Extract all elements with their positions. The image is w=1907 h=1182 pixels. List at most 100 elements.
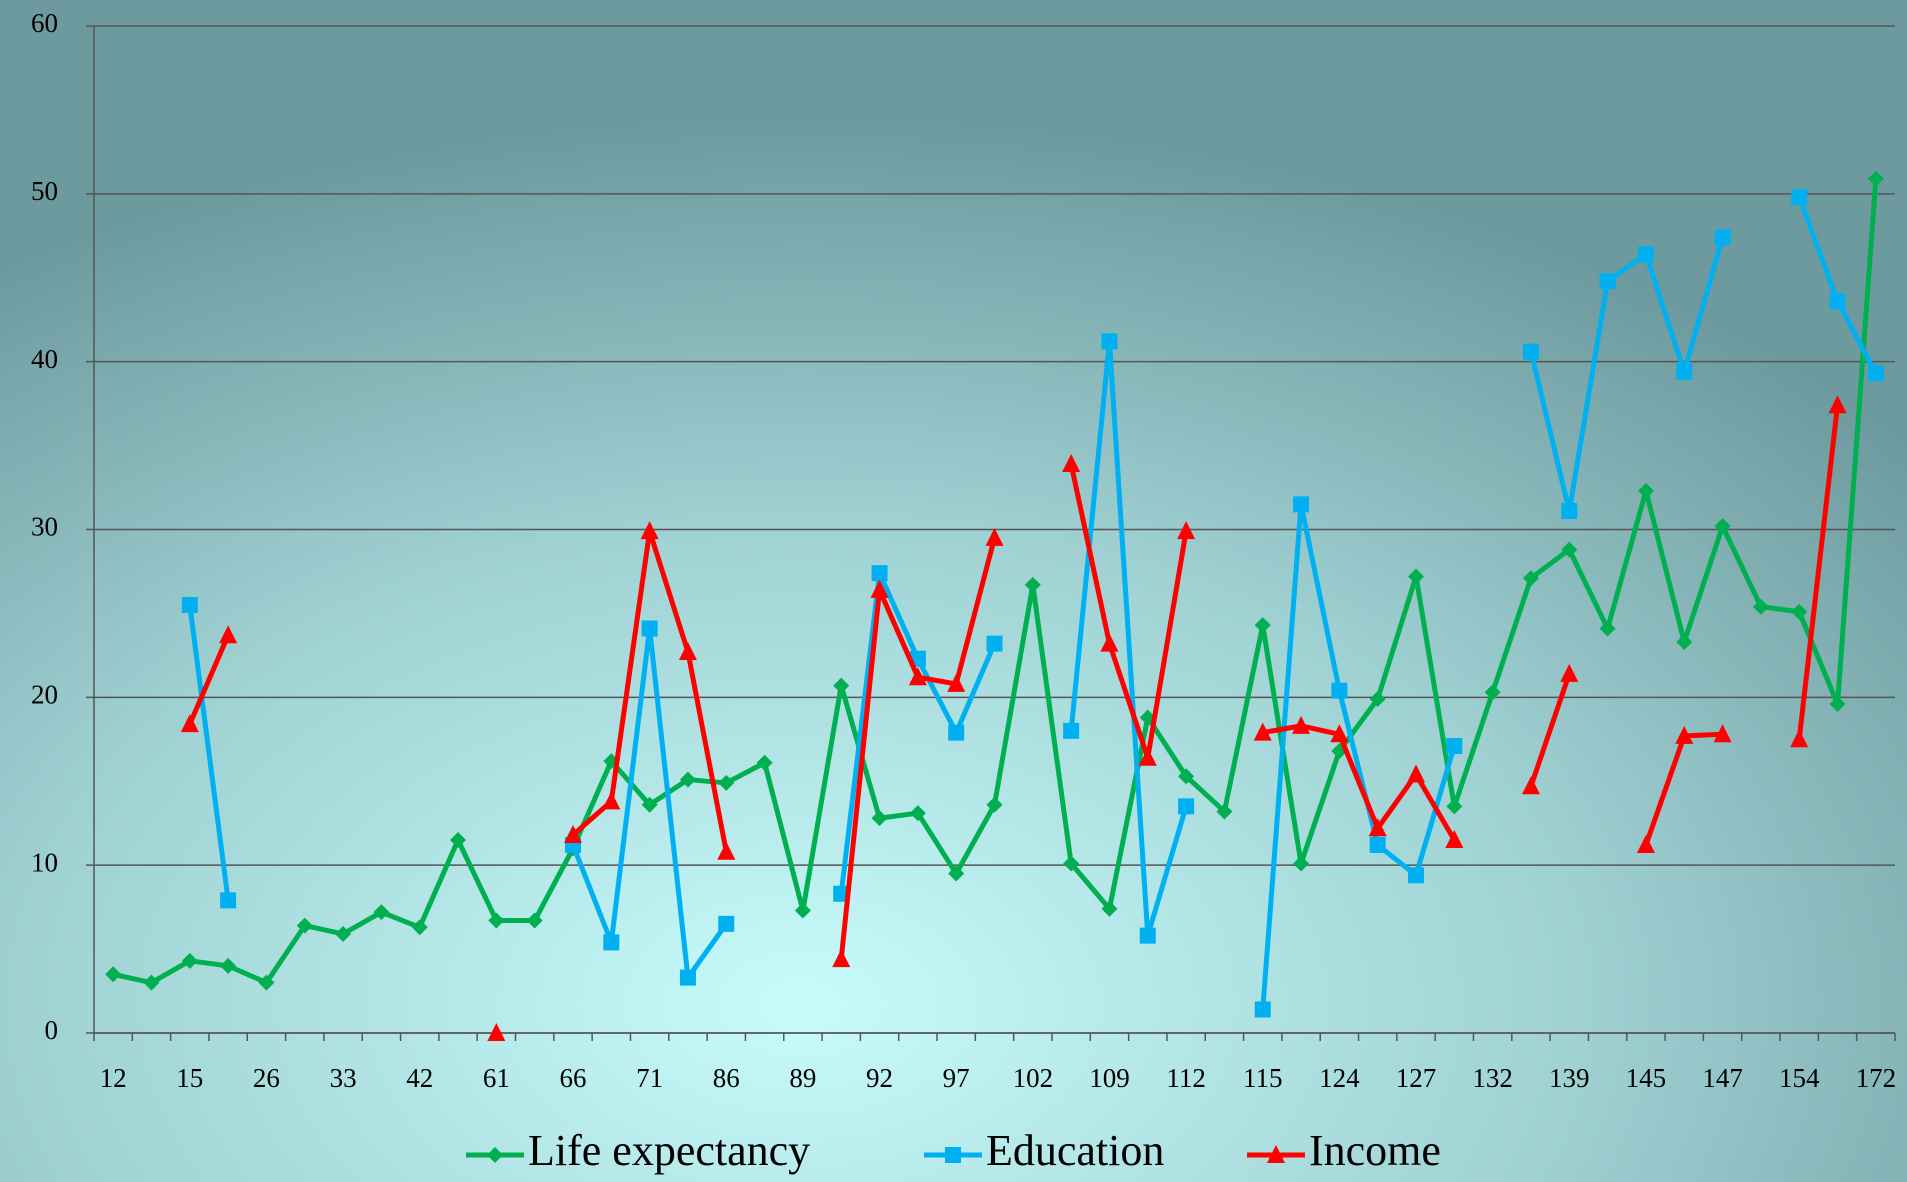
legend-marker xyxy=(1267,1145,1285,1163)
data-point xyxy=(373,904,390,921)
data-point xyxy=(1676,633,1693,650)
x-tick-label: 33 xyxy=(330,1063,357,1093)
data-point xyxy=(602,791,621,810)
data-point xyxy=(1561,541,1578,558)
data-point xyxy=(487,1023,506,1041)
data-point xyxy=(335,925,352,942)
data-point xyxy=(526,912,543,929)
data-point xyxy=(143,974,160,991)
data-point xyxy=(411,919,428,936)
y-tick-label: 50 xyxy=(31,176,58,206)
data-point xyxy=(833,677,850,694)
x-tick-label: 147 xyxy=(1702,1063,1743,1093)
x-tick-label: 139 xyxy=(1549,1063,1590,1093)
data-point xyxy=(756,754,773,771)
data-point xyxy=(1637,246,1654,263)
data-point xyxy=(718,774,735,791)
data-point xyxy=(718,915,735,932)
data-point xyxy=(1445,829,1464,848)
legend-label: Life expectancy xyxy=(528,1126,810,1175)
data-point xyxy=(1178,768,1195,785)
x-tick-label: 42 xyxy=(406,1063,433,1093)
data-point xyxy=(603,934,620,951)
x-tick-label: 26 xyxy=(253,1063,280,1093)
data-point xyxy=(1522,343,1539,360)
data-point xyxy=(219,625,238,644)
legend-label: Education xyxy=(986,1126,1164,1175)
x-tick-label: 102 xyxy=(1013,1063,1054,1093)
data-point xyxy=(1062,454,1081,473)
x-tick-label: 132 xyxy=(1472,1063,1513,1093)
data-point xyxy=(563,824,582,843)
legend-label: Income xyxy=(1309,1126,1441,1175)
data-point xyxy=(641,796,658,813)
data-point xyxy=(180,714,199,733)
data-point xyxy=(1636,835,1655,854)
data-point xyxy=(220,957,237,974)
data-point xyxy=(1829,696,1846,713)
data-point xyxy=(947,673,966,692)
data-point xyxy=(986,635,1003,652)
x-tick-label: 112 xyxy=(1166,1063,1206,1093)
data-point xyxy=(1408,568,1425,585)
data-point xyxy=(948,724,965,741)
data-point xyxy=(1521,776,1540,795)
data-point xyxy=(678,642,697,661)
data-point xyxy=(1867,365,1884,382)
data-point xyxy=(1446,738,1463,755)
data-point xyxy=(1484,684,1501,701)
data-point xyxy=(871,565,888,582)
data-point xyxy=(1867,170,1884,187)
data-point xyxy=(1408,867,1425,884)
data-point xyxy=(1752,598,1769,615)
data-point xyxy=(1139,927,1156,944)
x-tick-label: 92 xyxy=(866,1063,893,1093)
data-point xyxy=(1100,633,1119,652)
x-tick-label: 66 xyxy=(559,1063,586,1093)
data-point xyxy=(1368,818,1387,837)
data-point xyxy=(794,902,811,919)
data-point xyxy=(1714,229,1731,246)
data-point xyxy=(1178,798,1195,815)
x-tick-label: 12 xyxy=(100,1063,127,1093)
x-tick-label: 15 xyxy=(176,1063,203,1093)
data-point xyxy=(640,521,659,540)
data-point xyxy=(105,966,122,983)
data-point xyxy=(1713,724,1732,743)
data-point xyxy=(1714,518,1731,535)
x-tick-label: 97 xyxy=(943,1063,970,1093)
data-point xyxy=(871,810,888,827)
data-point xyxy=(1330,724,1349,743)
x-tick-label: 172 xyxy=(1856,1063,1897,1093)
data-point xyxy=(909,805,926,822)
data-point xyxy=(1292,715,1311,734)
data-point xyxy=(1024,576,1041,593)
data-point xyxy=(1063,855,1080,872)
data-point xyxy=(488,912,505,929)
x-tick-label: 86 xyxy=(713,1063,740,1093)
data-point xyxy=(1676,363,1693,380)
data-point xyxy=(1063,722,1080,739)
data-point xyxy=(948,865,965,882)
y-tick-label: 60 xyxy=(31,8,58,38)
x-tick-label: 71 xyxy=(636,1063,663,1093)
data-point xyxy=(1791,189,1808,206)
data-point xyxy=(1790,729,1809,748)
data-point xyxy=(1599,620,1616,637)
data-point xyxy=(679,969,696,986)
data-point xyxy=(181,952,198,969)
x-tick-label: 115 xyxy=(1243,1063,1283,1093)
x-tick-label: 154 xyxy=(1779,1063,1820,1093)
data-point xyxy=(258,974,275,991)
data-point xyxy=(1561,503,1578,520)
x-tick-label: 89 xyxy=(789,1063,816,1093)
data-point xyxy=(908,667,927,686)
data-point xyxy=(1637,482,1654,499)
data-point xyxy=(679,771,696,788)
data-point xyxy=(1522,570,1539,587)
legend-marker xyxy=(487,1147,503,1163)
data-point xyxy=(1101,900,1118,917)
x-tick-label: 109 xyxy=(1089,1063,1130,1093)
